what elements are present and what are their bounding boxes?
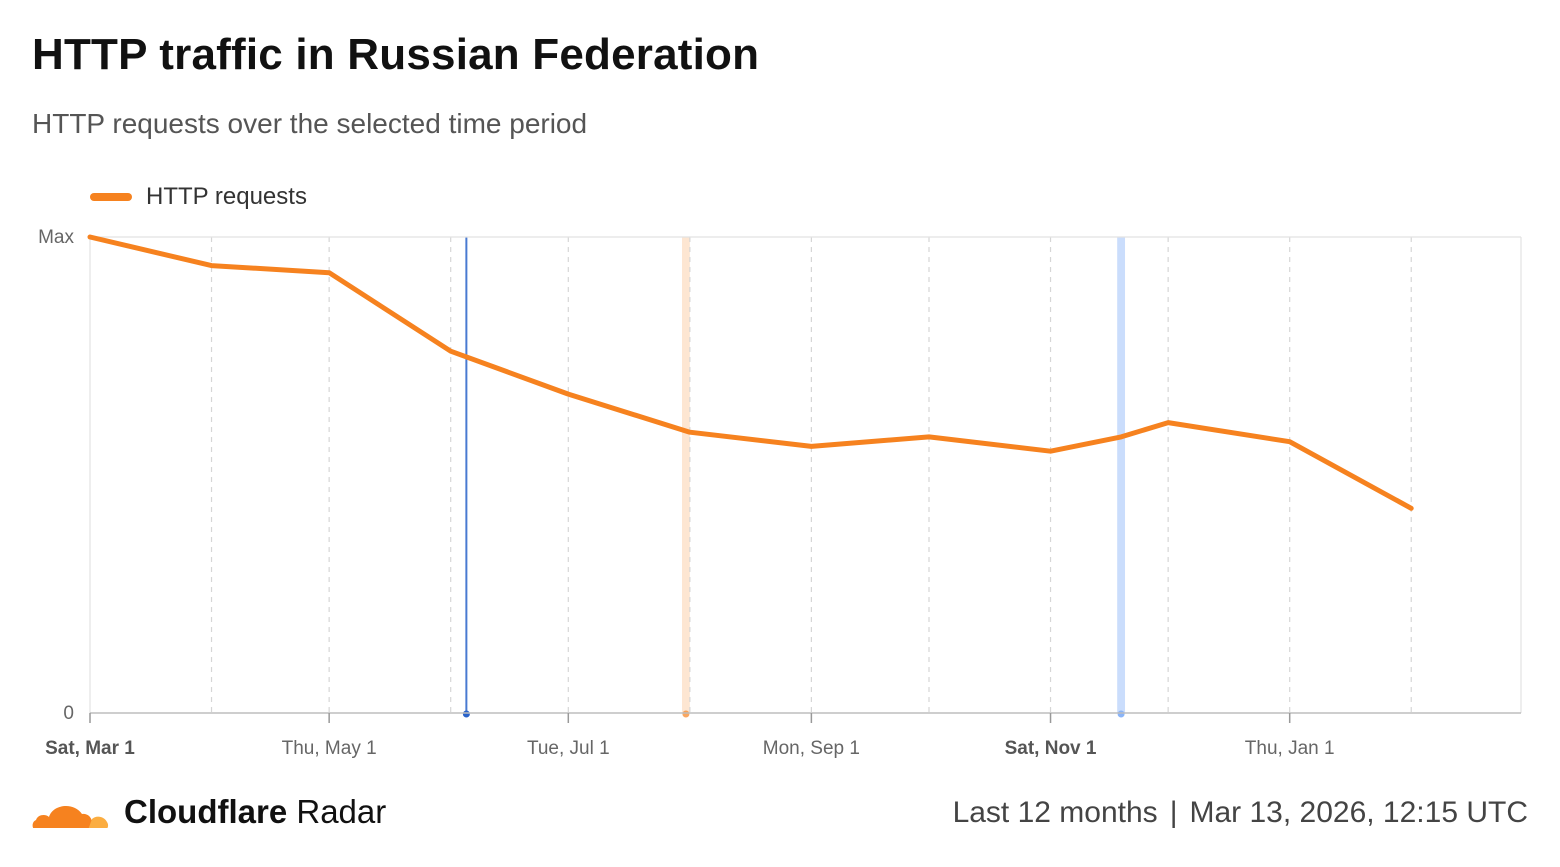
footer-separator: |: [1169, 796, 1178, 829]
x-tick-label: Sat, Mar 1: [45, 738, 135, 759]
annotation-marker: [462, 710, 470, 718]
cloudflare-logo-icon: [30, 806, 110, 830]
y-tick-label: 0: [63, 703, 74, 724]
x-tick-label: Tue, Jul 1: [527, 738, 610, 759]
chart-annotations: [462, 237, 1126, 718]
brand-name-bold: Cloudflare: [124, 793, 288, 830]
series-line-http-requests: [87, 234, 1414, 511]
brand-name-light: Radar: [296, 793, 387, 830]
chart-legend[interactable]: HTTP requests: [90, 183, 307, 211]
x-tick-label: Sat, Nov 1: [1005, 738, 1097, 759]
x-tick-label: Mon, Sep 1: [763, 738, 860, 759]
annotation-band: [682, 237, 690, 713]
legend-label: HTTP requests: [146, 183, 307, 210]
annotation-band: [1117, 237, 1126, 713]
legend-swatch: [90, 193, 132, 201]
brand: Cloudflare Radar: [30, 792, 386, 832]
annotation-marker: [682, 710, 690, 718]
chart-grid: [210, 237, 1412, 713]
timestamp: Mar 13, 2026, 12:15 UTC: [1189, 796, 1528, 829]
x-tick-label: Thu, Jan 1: [1245, 738, 1335, 759]
brand-name: Cloudflare Radar: [124, 793, 386, 831]
time-range: Last 12 months: [952, 796, 1158, 829]
page-title: HTTP traffic in Russian Federation: [32, 30, 760, 79]
x-tick-label: Thu, May 1: [282, 738, 377, 759]
annotation-marker: [1117, 710, 1125, 718]
footer-meta: Last 12 months | Mar 13, 2026, 12:15 UTC: [953, 796, 1528, 830]
chart-labels: Max 0 Sat, Mar 1 Thu, May 1 Tue, Jul 1 Mon, S…: [38, 227, 1334, 759]
chart-axes: [89, 236, 1522, 714]
y-tick-label: Max: [38, 227, 74, 248]
chart-series: [87, 234, 1414, 511]
page-subtitle: HTTP requests over the selected time per…: [32, 108, 588, 139]
